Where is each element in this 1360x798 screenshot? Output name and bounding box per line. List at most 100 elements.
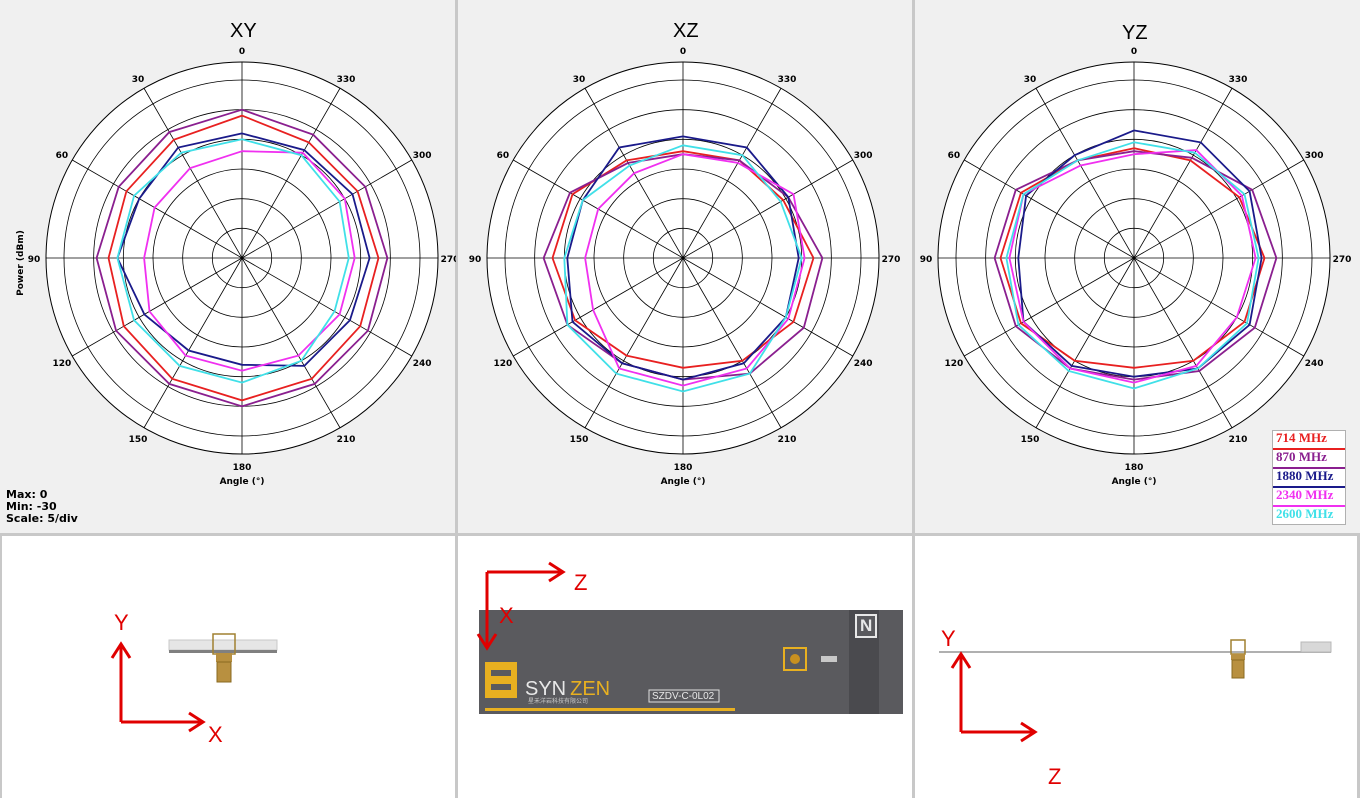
angle-tick-label: 0 <box>239 47 245 57</box>
grid-spoke <box>241 159 412 259</box>
brand-name: SYN ZEN <box>525 678 610 701</box>
grid-spoke <box>1133 159 1304 259</box>
grid-spoke <box>143 257 243 428</box>
angle-tick-label: 120 <box>944 359 963 369</box>
grid-spoke <box>1035 88 1135 259</box>
orientation-yz <box>939 639 1332 743</box>
angle-tick-label: 90 <box>920 255 933 265</box>
grid-spoke <box>72 159 243 259</box>
pcb-badge: N <box>860 616 873 635</box>
brand-syn: SYN <box>525 678 567 700</box>
divider-right <box>1357 534 1360 798</box>
polar-chart-xy: 0 30 60 90 120 150 180 210 240 270 300 330 Angle (°) <box>28 47 456 487</box>
angle-tick-label: 300 <box>854 151 873 161</box>
series-line-2600-mhz <box>116 138 350 384</box>
angle-tick-label: 120 <box>493 359 512 369</box>
grid-spoke <box>143 88 243 259</box>
angle-tick-label: 120 <box>52 359 71 369</box>
legend-item-2600: 2600 MHz <box>1276 506 1334 521</box>
plot-info: Max: 0 Min: -30 Scale: 5/div <box>6 489 78 525</box>
min-value: Min: -30 <box>6 500 57 513</box>
angle-tick-label: 60 <box>497 151 510 161</box>
series-line-2600-mhz <box>1005 141 1260 390</box>
axis-arrows-xz <box>476 561 566 651</box>
scale-value: Scale: 5/div <box>6 512 78 525</box>
legend-item-2340: 2340 MHz <box>1273 488 1345 507</box>
polar-chart-xz: 0 30 60 90 120 150 180 210 240 270 300 330 Angle (°) <box>469 47 901 487</box>
angle-tick-label: 330 <box>1229 75 1248 85</box>
angle-tick-label: 150 <box>129 435 148 445</box>
angle-tick-label: 180 <box>1125 463 1144 473</box>
polar-grid <box>937 61 1331 455</box>
series-line-870-mhz <box>993 150 1278 381</box>
series-line-2600-mhz <box>563 144 803 393</box>
angle-tick-label: 150 <box>1021 435 1040 445</box>
grid-spoke <box>682 88 782 259</box>
antenna-yz <box>939 639 1332 679</box>
title-yz: YZ <box>1122 22 1148 44</box>
angle-tick-label: 0 <box>1131 47 1137 57</box>
grid-spoke <box>1133 88 1233 259</box>
angle-tick-label: 210 <box>778 435 797 445</box>
series-line-714-mhz <box>107 114 380 402</box>
angle-tick-label: 60 <box>56 151 69 161</box>
angle-tick-label: 0 <box>680 47 686 57</box>
divider-vertical-2 <box>912 0 915 798</box>
series-line-714-mhz <box>551 150 815 369</box>
polar-chart-yz: 0 30 60 90 120 150 180 210 240 270 300 330 Angle (°) <box>920 47 1352 487</box>
angle-tick-label: 240 <box>854 359 873 369</box>
series-line-2340-mhz <box>143 150 356 372</box>
grid-spoke <box>241 88 341 259</box>
axis-label-xz-horizontal: Z <box>574 570 588 595</box>
angle-tick-label: 150 <box>570 435 589 445</box>
legend-item-1880: 1880 MHz <box>1273 469 1345 488</box>
grid-spoke <box>72 257 243 357</box>
orientation-xy <box>110 633 278 733</box>
angle-tick-label: 270 <box>1333 255 1352 265</box>
series-line-714-mhz <box>999 147 1266 369</box>
angle-tick-label: 300 <box>413 151 432 161</box>
series-line-2340-mhz <box>584 153 806 387</box>
angle-tick-label: 330 <box>337 75 356 85</box>
series-line-1880-mhz <box>1017 129 1263 378</box>
divider-horizontal <box>0 533 1360 536</box>
angle-tick-label: 210 <box>337 435 356 445</box>
divider-left <box>0 534 2 798</box>
angle-tick-label: 90 <box>28 255 41 265</box>
legend-item-714: 714 MHz <box>1273 431 1345 450</box>
title-xz: XZ <box>673 20 699 42</box>
axis-label-yz-vertical: Y <box>941 626 956 651</box>
grid-spoke <box>513 257 684 357</box>
divider-vertical-1 <box>455 0 458 798</box>
angle-tick-label: 30 <box>1024 75 1037 85</box>
angle-tick-label: 180 <box>674 463 693 473</box>
grid-spoke <box>241 257 412 357</box>
grid-spoke <box>1035 257 1135 428</box>
polar-grid <box>486 61 880 455</box>
grid-spoke <box>682 257 782 428</box>
grid-spoke <box>682 159 853 259</box>
series-line-870-mhz <box>95 108 389 408</box>
grid-spoke <box>584 257 684 428</box>
angle-tick-label: 180 <box>233 463 252 473</box>
title-xy: XY <box>230 20 257 42</box>
orientation-xz <box>476 561 903 714</box>
grid-spoke <box>964 159 1135 259</box>
brand-zen: ZEN <box>570 678 611 700</box>
brand-chinese: 星禾洋岩科技有限公司 <box>528 698 589 705</box>
axis-label-yz-horizontal: Z <box>1048 764 1062 789</box>
model-number: SZDV-C-0L02 <box>652 691 715 702</box>
legend-item-870: 870 MHz <box>1273 450 1345 469</box>
series-line-1880-mhz <box>116 132 371 367</box>
angle-tick-label: 210 <box>1229 435 1248 445</box>
x-axis-label: Angle (°) <box>1112 477 1157 487</box>
x-axis-label: Angle (°) <box>220 477 265 487</box>
angle-tick-label: 300 <box>1305 151 1324 161</box>
grid-spoke <box>1133 257 1233 428</box>
angle-tick-label: 270 <box>882 255 901 265</box>
angle-tick-label: 30 <box>132 75 145 85</box>
y-axis-label: Power (dBm) <box>16 230 26 296</box>
angle-tick-label: 60 <box>948 151 961 161</box>
angle-tick-label: 270 <box>441 255 456 265</box>
pcb-board <box>479 610 903 714</box>
